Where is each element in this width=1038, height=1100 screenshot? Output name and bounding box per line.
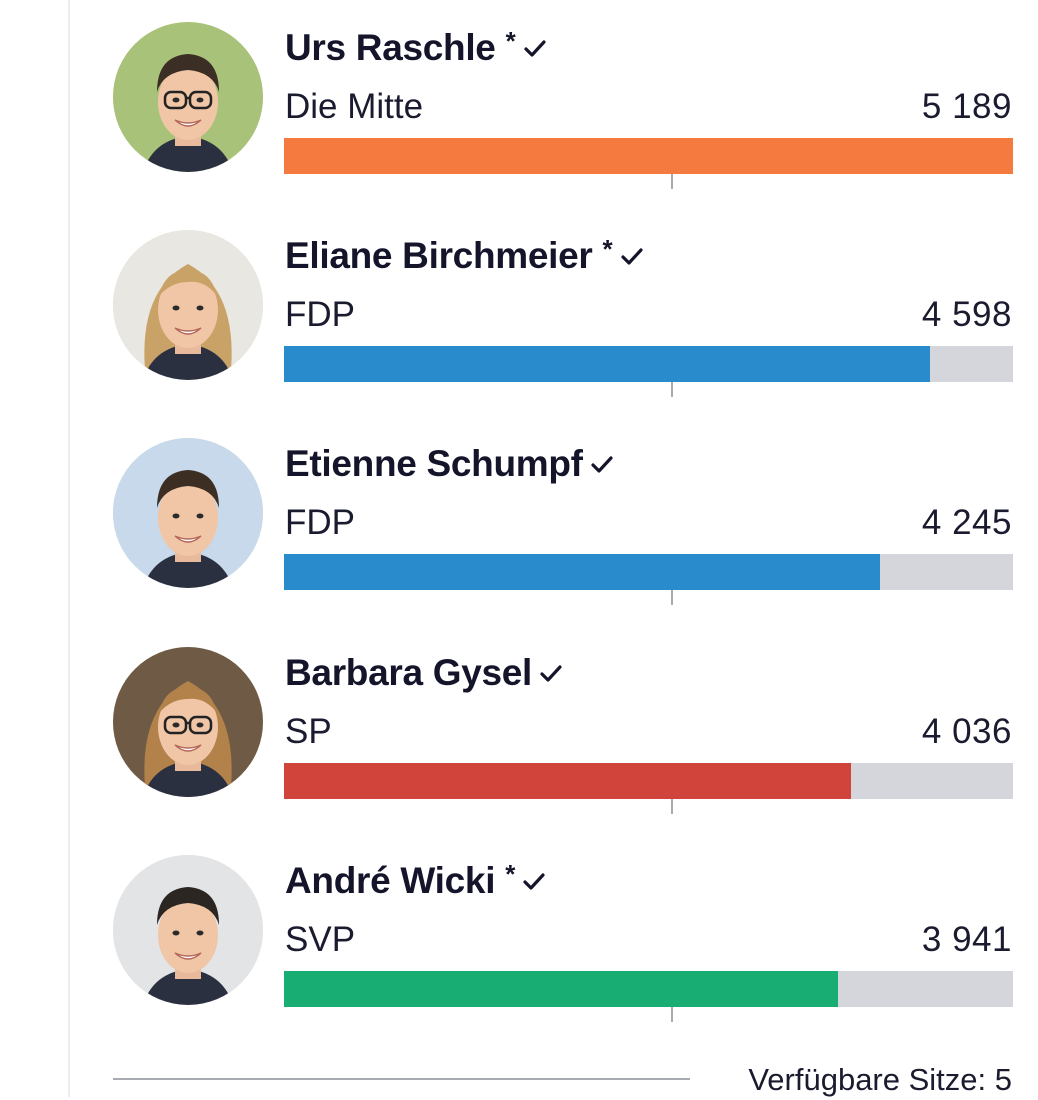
candidate-row-1[interactable]: Urs Raschle * Die Mitte 5 189 bbox=[0, 0, 1038, 208]
party-label: FDP bbox=[285, 503, 355, 542]
vote-bar-track bbox=[284, 763, 1013, 799]
checkmark-icon bbox=[524, 40, 546, 63]
vote-count: 5 189 bbox=[921, 87, 1012, 126]
vote-count: 4 598 bbox=[921, 295, 1012, 334]
candidate-name: Etienne Schumpf bbox=[285, 443, 583, 484]
bar-midpoint-tick bbox=[671, 1007, 673, 1022]
candidate-name-row: Barbara Gysel bbox=[285, 649, 562, 697]
vote-bar-track bbox=[284, 346, 1013, 382]
candidate-row-5[interactable]: André Wicki * SVP 3 941 bbox=[0, 833, 1038, 1041]
party-label: FDP bbox=[285, 295, 355, 334]
candidate-name-row: Etienne Schumpf bbox=[285, 440, 613, 488]
bar-midpoint-tick bbox=[671, 174, 673, 189]
party-label: SVP bbox=[285, 920, 356, 959]
candidate-row-4[interactable]: Barbara Gysel SP 4 036 bbox=[0, 625, 1038, 833]
candidate-name: Eliane Birchmeier bbox=[285, 235, 593, 276]
vote-bar-fill bbox=[284, 346, 930, 382]
candidate-row-2[interactable]: Eliane Birchmeier * FDP 4 598 bbox=[0, 208, 1038, 416]
candidate-photo bbox=[113, 22, 263, 172]
bar-midpoint-tick bbox=[671, 590, 673, 605]
candidate-photo bbox=[113, 438, 263, 588]
party-label: Die Mitte bbox=[285, 87, 424, 126]
candidate-name: Barbara Gysel bbox=[285, 652, 533, 693]
incumbent-mark: * bbox=[505, 26, 516, 56]
vote-bar-track bbox=[284, 971, 1013, 1007]
vote-bar-fill bbox=[284, 971, 838, 1007]
vote-count: 3 941 bbox=[921, 920, 1012, 959]
vote-count: 4 245 bbox=[921, 503, 1012, 542]
available-seats-label: Verfügbare Sitze: 5 bbox=[748, 1062, 1012, 1097]
candidate-row-3[interactable]: Etienne Schumpf FDP 4 245 bbox=[0, 416, 1038, 624]
incumbent-mark: * bbox=[602, 234, 613, 264]
left-divider bbox=[68, 0, 70, 1097]
candidate-name-row: Urs Raschle * bbox=[285, 24, 546, 72]
candidate-photo bbox=[113, 647, 263, 797]
checkmark-icon bbox=[621, 248, 643, 271]
footer-divider bbox=[113, 1078, 690, 1080]
vote-bar-track bbox=[284, 554, 1013, 590]
candidate-name-row: André Wicki * bbox=[285, 857, 545, 905]
candidate-photo bbox=[113, 855, 263, 1005]
checkmark-icon bbox=[591, 456, 613, 479]
party-label: SP bbox=[285, 712, 332, 751]
candidate-name-row: Eliane Birchmeier * bbox=[285, 232, 643, 280]
incumbent-mark: * bbox=[505, 859, 516, 889]
candidate-name: André Wicki bbox=[285, 860, 496, 901]
vote-bar-fill bbox=[284, 138, 1013, 174]
checkmark-icon bbox=[523, 873, 545, 896]
vote-count: 4 036 bbox=[921, 712, 1012, 751]
checkmark-icon bbox=[540, 665, 562, 688]
vote-bar-track bbox=[284, 138, 1013, 174]
candidate-photo bbox=[113, 230, 263, 380]
candidate-name: Urs Raschle bbox=[285, 27, 496, 68]
vote-bar-fill bbox=[284, 554, 881, 590]
vote-bar-fill bbox=[284, 763, 852, 799]
bar-midpoint-tick bbox=[671, 799, 673, 814]
bar-midpoint-tick bbox=[671, 382, 673, 397]
